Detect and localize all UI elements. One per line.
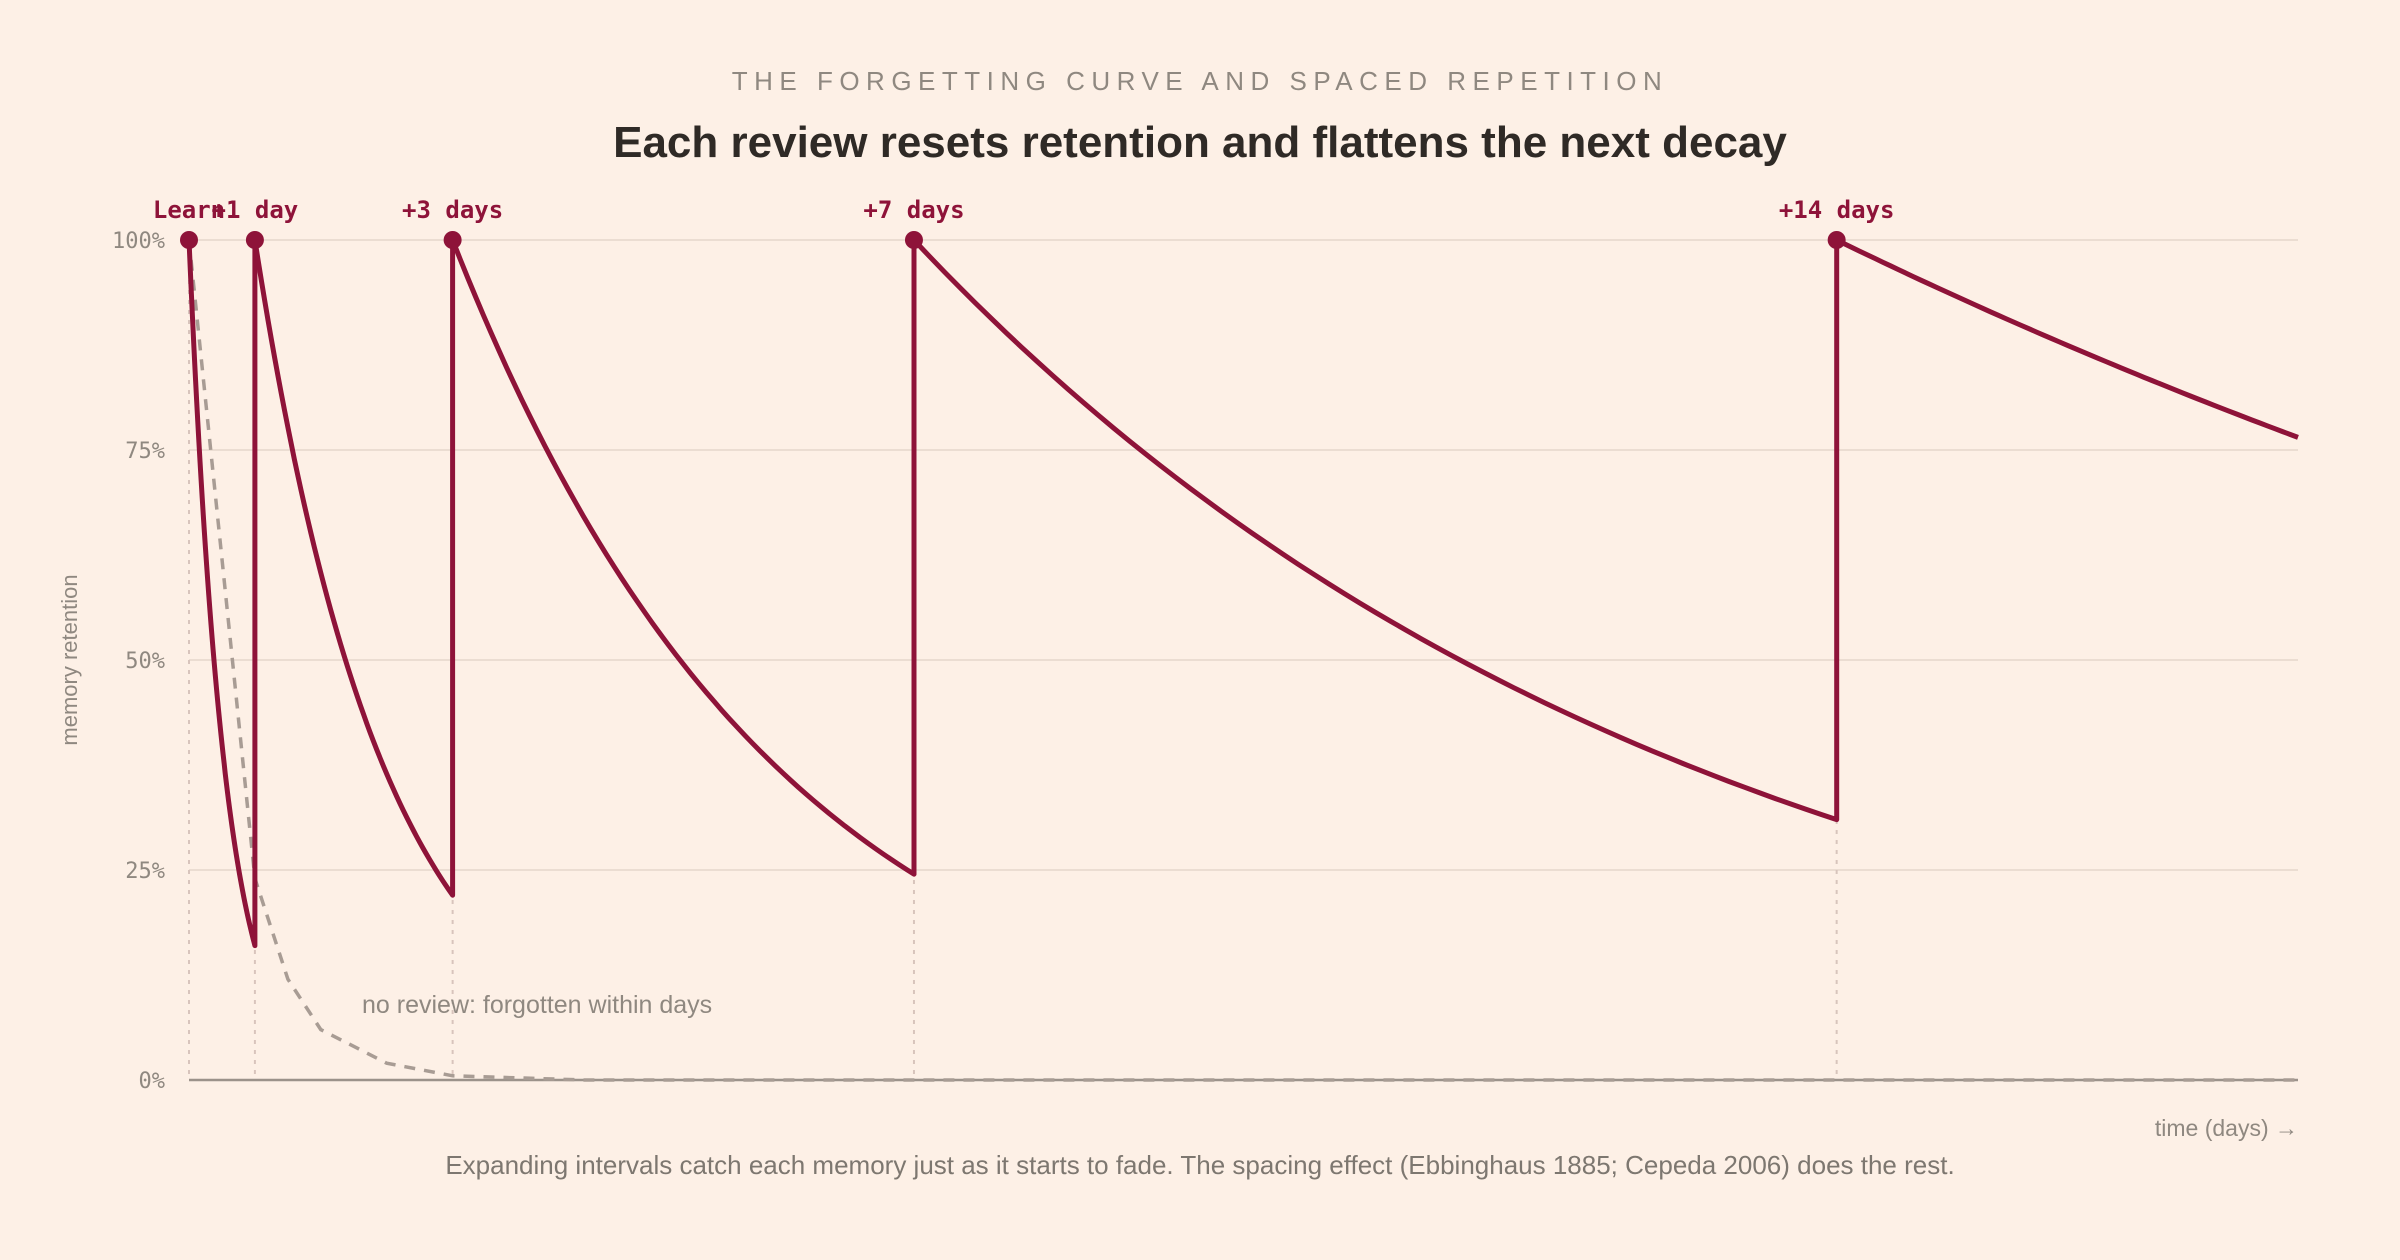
- chart-caption: Expanding intervals catch each memory ju…: [445, 1150, 1955, 1180]
- chart-kicker: THE FORGETTING CURVE AND SPACED REPETITI…: [731, 66, 1669, 96]
- review-markers: Learn+1 day +3 days +7 days +14 days: [153, 196, 1895, 249]
- review-marker: [904, 231, 923, 249]
- y-tick-labels: 0% 25% 50% 75% 100%: [112, 229, 165, 1094]
- review-marker: [1827, 231, 1846, 249]
- no-review-line: [187, 239, 2298, 1082]
- retention-series: [186, 237, 2299, 949]
- no-review-curve: [187, 239, 2298, 1082]
- y-tick-label: 50%: [125, 649, 165, 674]
- review-marker: [180, 231, 198, 249]
- review-label: +3 days: [402, 196, 503, 224]
- review-marker: [245, 231, 264, 249]
- retention-segment: [912, 238, 1840, 823]
- y-tick-label: 100%: [112, 229, 165, 254]
- retention-segment: [450, 239, 917, 877]
- y-axis-label: memory retention: [57, 574, 82, 745]
- retention-segment: [1835, 237, 2299, 440]
- chart-title: Each review resets retention and flatten…: [613, 118, 1787, 167]
- y-tick-label: 0%: [139, 1069, 166, 1094]
- y-tick-label: 25%: [125, 859, 165, 884]
- no-review-annotation: no review: forgotten within days: [362, 991, 712, 1019]
- retention-segment: [186, 239, 258, 949]
- review-label: +14 days: [1779, 196, 1895, 224]
- y-tick-label: 75%: [125, 439, 165, 464]
- review-marker: [443, 231, 462, 249]
- retention-segment: [252, 239, 456, 898]
- x-axis-label: time (days) →: [2155, 1115, 2298, 1141]
- review-label: +7 days: [863, 196, 964, 224]
- review-label: Learn: [153, 196, 225, 224]
- review-label: +1 day: [212, 196, 299, 224]
